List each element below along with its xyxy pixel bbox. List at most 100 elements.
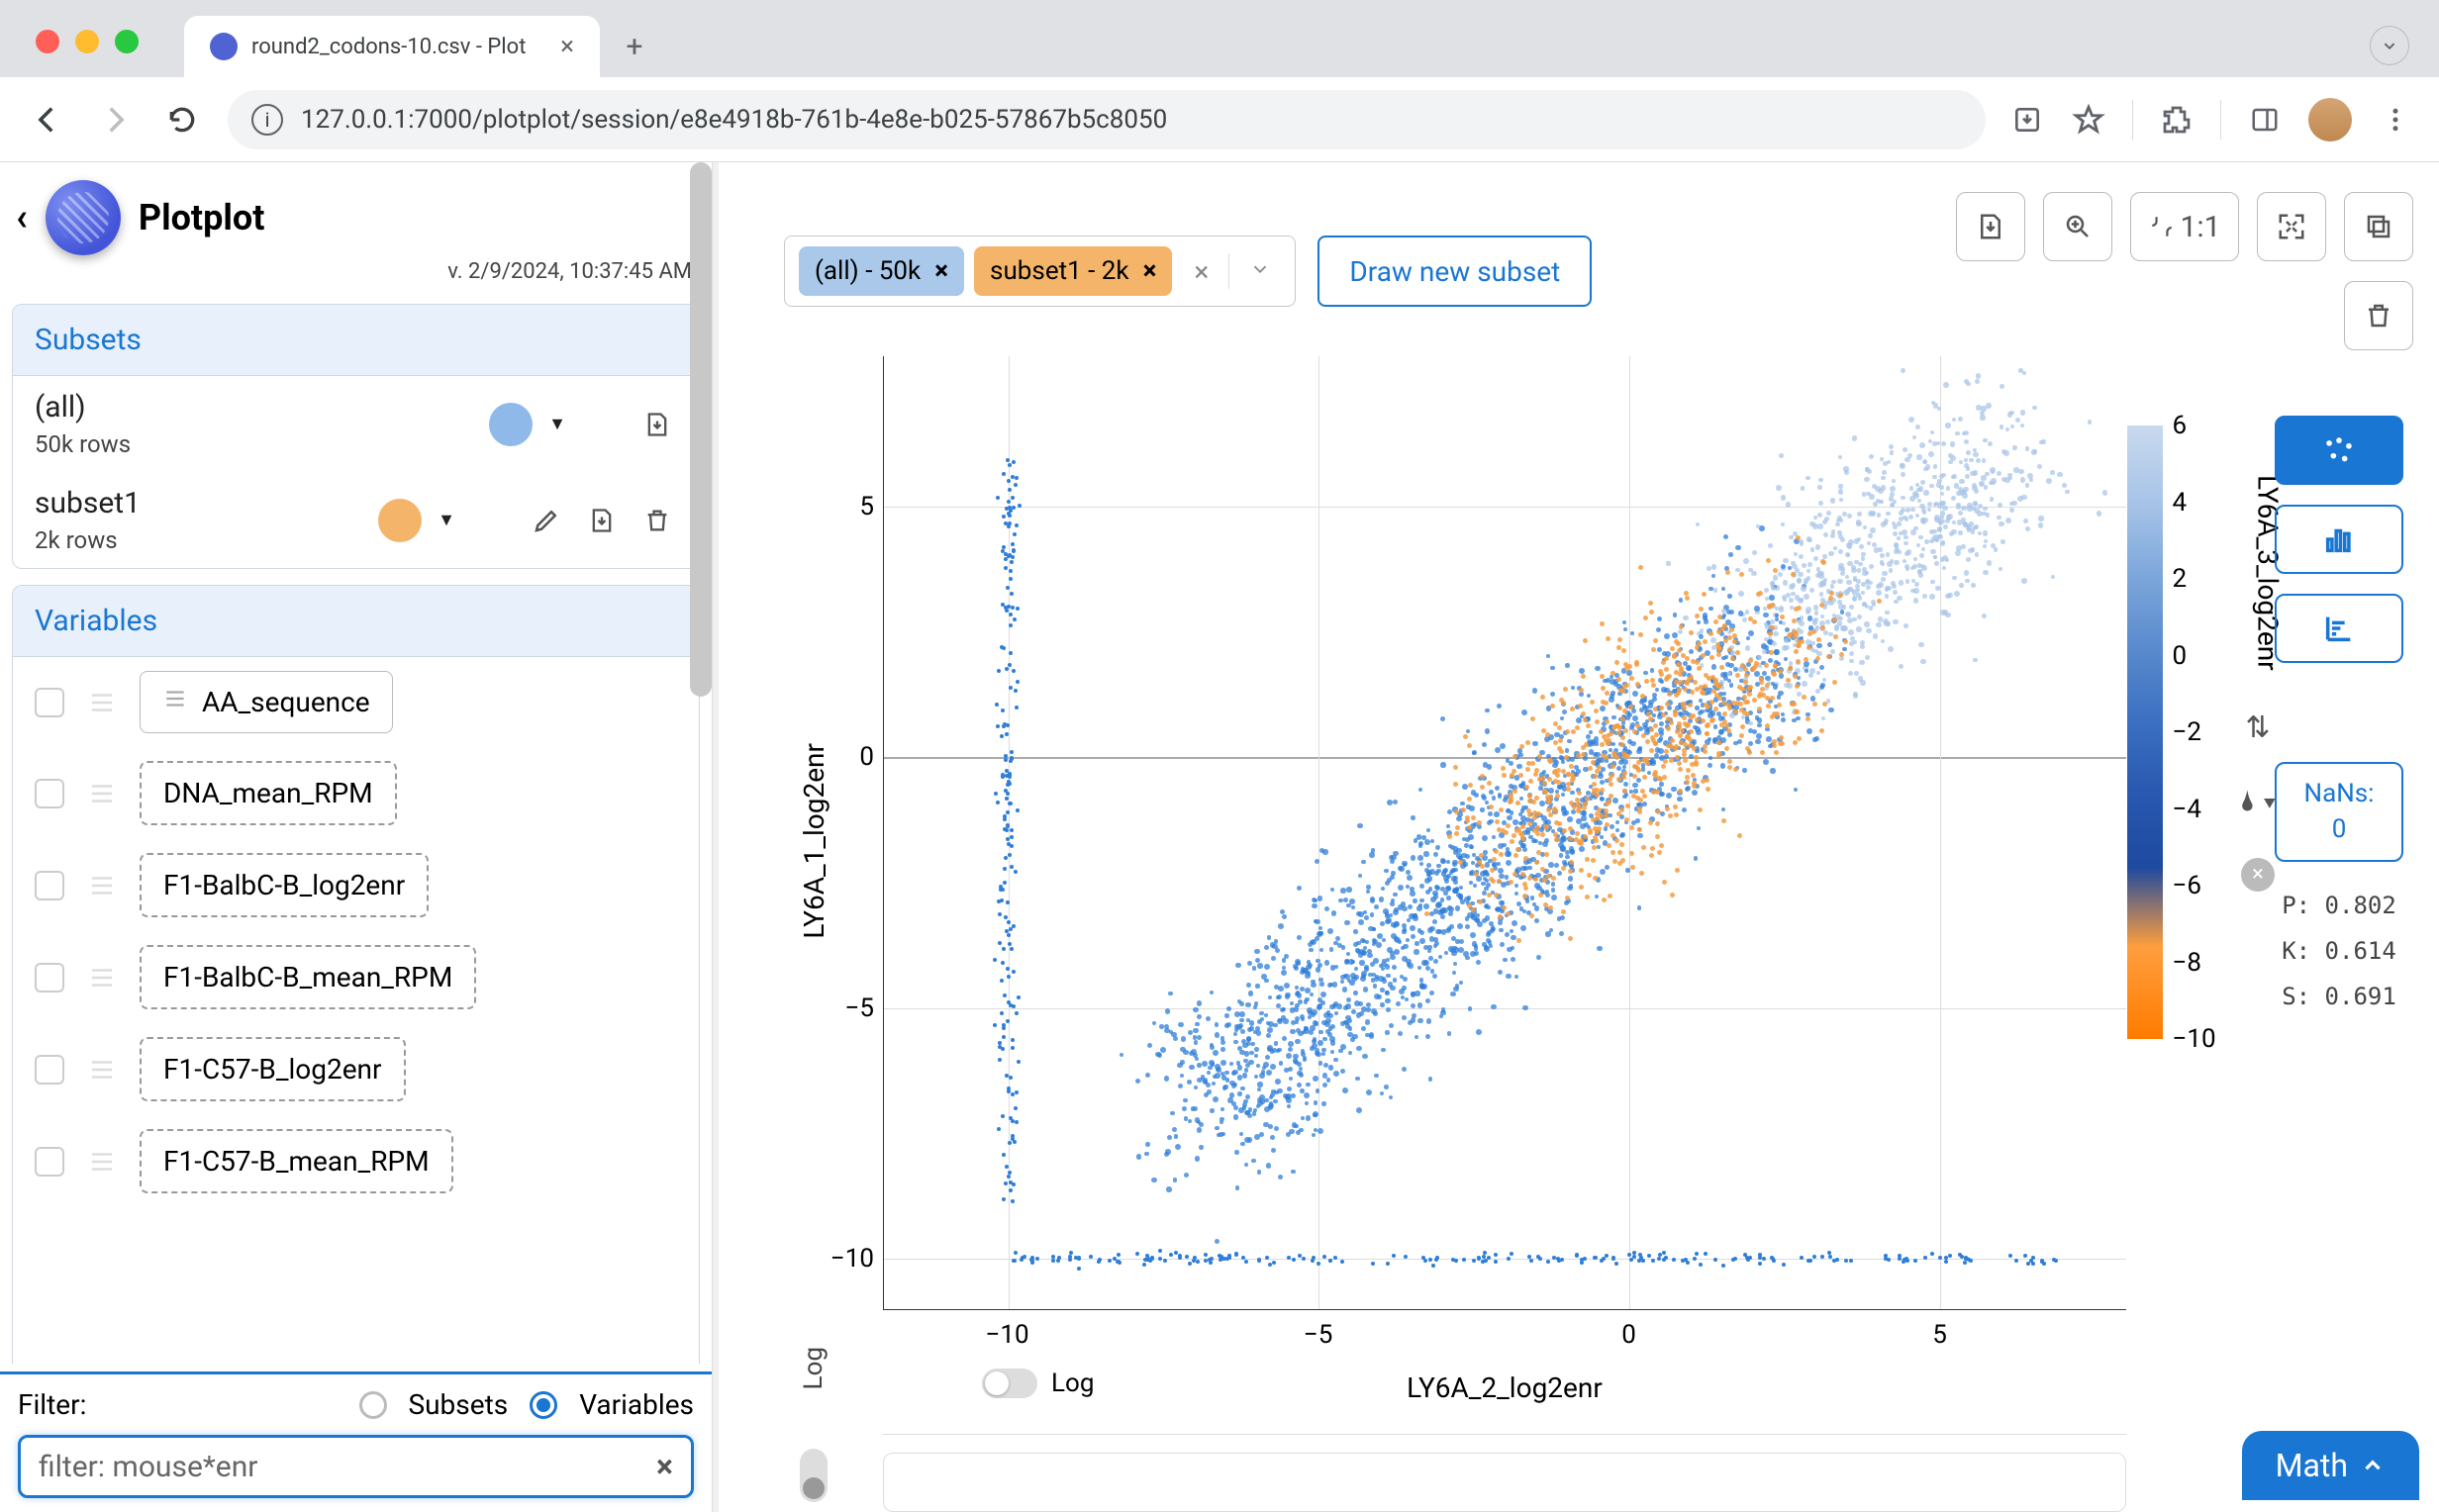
drag-handle-icon[interactable] [82,958,122,997]
install-app-icon[interactable] [2009,102,2045,138]
scatter-mode-button[interactable] [2275,416,2403,485]
draw-subset-label: Draw new subset [1349,255,1560,288]
bar-mode-button[interactable] [2275,505,2403,574]
filter-radio-subsets-label[interactable]: Subsets [409,1388,509,1421]
drag-handle-icon[interactable] [162,686,188,718]
window-minimize-button[interactable] [75,30,99,53]
drag-handle-icon[interactable] [82,774,122,813]
subset-color-dot[interactable] [489,403,533,446]
subset-color-dot[interactable] [378,499,422,542]
subset-chip-label: subset1 - 2k [990,256,1129,286]
subset-name: subset1 [35,486,362,520]
window-close-button[interactable] [36,30,59,53]
variable-checkbox[interactable] [35,1055,64,1085]
subset-dropdown-caret[interactable] [1249,258,1271,284]
x-tick-label: 5 [1932,1320,1947,1350]
filter-radio-subsets[interactable] [359,1391,387,1419]
nans-indicator[interactable]: NaNs: 0 [2275,762,2403,862]
scatter-plot[interactable]: −10−505 [883,356,2126,1310]
nav-reload-button[interactable] [160,98,204,142]
copy-button[interactable] [2344,192,2413,261]
variable-chip[interactable]: F1-BalbC-B_mean_RPM [140,945,476,1009]
variable-checkbox[interactable] [35,779,64,808]
filter-radio-variables-label[interactable]: Variables [579,1388,694,1421]
drag-handle-icon[interactable] [82,866,122,905]
zoom-in-button[interactable] [2043,192,2112,261]
bookmark-star-icon[interactable] [2071,102,2106,138]
new-tab-button[interactable]: + [610,22,659,71]
nav-back-button[interactable] [26,98,69,142]
trash-icon[interactable] [637,501,677,540]
variable-chip[interactable]: F1-C57-B_log2enr [140,1037,406,1101]
subset-row[interactable]: subset1 2k rows ▼ [13,472,699,568]
x-tick-label: 0 [1621,1320,1636,1350]
subset-color-caret[interactable]: ▼ [548,414,566,434]
download-icon[interactable] [582,501,622,540]
variables-header[interactable]: Variables [13,586,699,657]
subset-row[interactable]: (all) 50k rows ▼ [13,376,699,472]
site-info-icon[interactable]: i [251,104,283,136]
x-tick-label: −10 [986,1320,1029,1350]
x-log-toggle[interactable] [982,1369,1037,1398]
drag-handle-icon[interactable] [82,1142,122,1181]
variable-chip[interactable]: AA_sequence [140,671,393,733]
menu-dots-icon[interactable] [2378,102,2413,138]
browser-tab[interactable]: round2_codons-10.csv - Plot × [184,16,600,77]
edit-icon[interactable] [527,501,566,540]
subset-selector[interactable]: (all) - 50k× subset1 - 2k × × [784,236,1296,307]
math-panel-toggle[interactable]: Math [2242,1431,2419,1500]
variable-row: F1-C57-B_mean_RPM [13,1115,699,1207]
chip-remove-icon[interactable]: × [934,256,948,286]
tab-overflow-button[interactable] [2370,26,2409,65]
sidebar-scrollbar[interactable] [690,162,712,697]
plot-toolbar: 1:1 [1956,192,2413,261]
correlation-stat: P: 0.802 [2282,892,2396,919]
profile-avatar[interactable] [2308,98,2352,142]
colorbar-tick: 2 [2173,564,2188,594]
delete-plot-button[interactable] [2344,281,2413,350]
window-maximize-button[interactable] [115,30,139,53]
subsets-header[interactable]: Subsets [13,305,699,376]
drag-handle-icon[interactable] [82,1050,122,1089]
chip-remove-icon[interactable]: × [1143,256,1157,286]
nav-forward-button[interactable] [93,98,137,142]
variable-checkbox[interactable] [35,688,64,717]
variable-checkbox[interactable] [35,963,64,992]
variable-label: F1-BalbC-B_mean_RPM [163,961,452,993]
subset-chip[interactable]: subset1 - 2k × [974,246,1172,296]
variable-label: F1-C57-B_log2enr [163,1053,382,1086]
app-back-button[interactable]: ‹ [16,196,28,239]
browser-tabstrip: round2_codons-10.csv - Plot × + [0,0,2439,77]
draw-subset-button[interactable]: Draw new subset [1317,236,1592,307]
variable-chip[interactable]: F1-BalbC-B_log2enr [140,853,429,917]
variable-row: F1-C57-B_log2enr [13,1023,699,1115]
filter-input[interactable]: filter: mouse*enr × [18,1435,694,1498]
subset-chip[interactable]: (all) - 50k× [799,246,964,296]
variable-chip[interactable]: DNA_mean_RPM [140,761,397,825]
filter-radio-variables[interactable] [530,1391,557,1419]
fit-button[interactable] [2257,192,2326,261]
tab-favicon [210,33,238,60]
variable-row: DNA_mean_RPM [13,747,699,839]
y-axis-label[interactable]: LY6A_1_log2enr [798,743,830,939]
filter-clear-icon[interactable]: × [656,1448,673,1485]
tab-close-button[interactable]: × [560,32,574,61]
drag-handle-icon[interactable] [82,683,122,722]
colorbar-tick: −10 [2173,1024,2216,1054]
variable-checkbox[interactable] [35,1147,64,1177]
side-panel-icon[interactable] [2247,102,2283,138]
subset-color-caret[interactable]: ▼ [438,510,455,530]
y-log-toggle[interactable] [800,1449,828,1502]
address-bar[interactable]: i 127.0.0.1:7000/plotplot/session/e8e491… [228,90,1986,149]
extensions-icon[interactable] [2159,102,2195,138]
download-icon[interactable] [637,405,677,444]
y-tick-label: −10 [830,1244,874,1274]
download-button[interactable] [1956,192,2025,261]
colorbar[interactable]: 6420−2−4−6−8−10 [2127,425,2163,1039]
rank-mode-button[interactable] [2275,594,2403,663]
aspect-ratio-button[interactable]: 1:1 [2130,192,2239,261]
nans-value: 0 [2277,811,2401,847]
variable-checkbox[interactable] [35,871,64,900]
clear-subsets-icon[interactable]: × [1194,255,1209,288]
variable-chip[interactable]: F1-C57-B_mean_RPM [140,1129,453,1193]
